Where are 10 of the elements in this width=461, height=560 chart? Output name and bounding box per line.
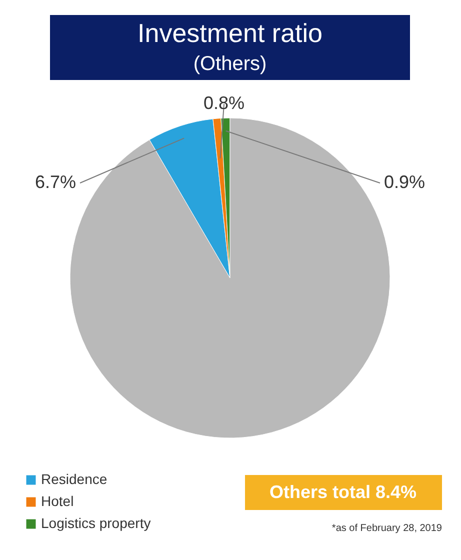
- data-label: 0.8%: [203, 93, 245, 113]
- chart-subtitle: (Others): [193, 53, 267, 75]
- legend-label: Logistics property: [41, 515, 151, 531]
- legend-label: Residence: [41, 471, 108, 487]
- chart-title: Investment ratio: [138, 18, 322, 48]
- text: Others total 8.4%: [269, 482, 417, 502]
- data-label: 6.7%: [34, 172, 76, 192]
- text: *as of February 28, 2019: [332, 523, 442, 534]
- legend-label: Hotel: [41, 493, 74, 509]
- data-label: 0.9%: [384, 172, 426, 192]
